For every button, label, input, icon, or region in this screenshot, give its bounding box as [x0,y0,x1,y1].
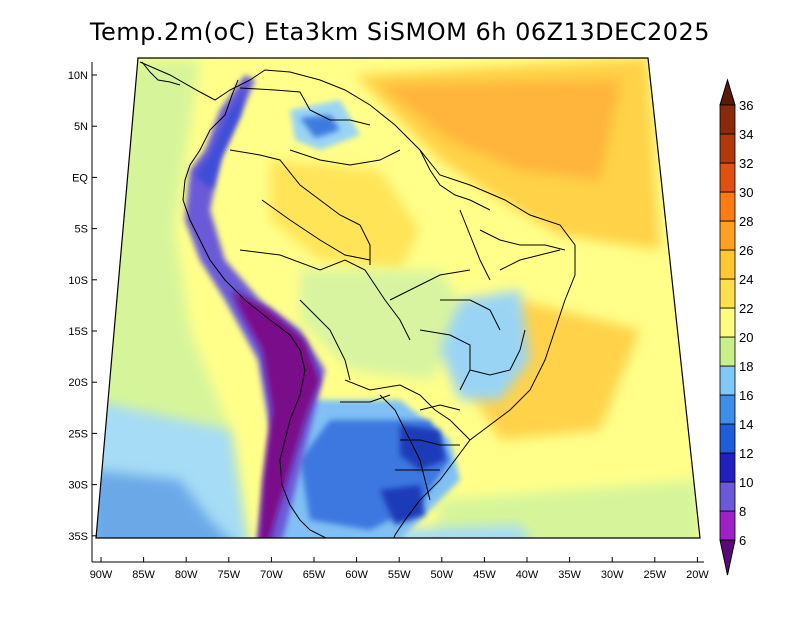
colorbar-box [719,481,736,512]
colorbar-label: 18 [739,359,753,374]
colorbar-box [719,191,736,222]
colorbar-label: 6 [739,533,746,548]
country-borders [139,61,576,538]
colorbar-label: 8 [739,504,746,519]
lat-tick-label: 35S [68,531,88,543]
colorbar-label: 14 [739,417,753,432]
colorbar-box [719,336,736,367]
colorbar-box [719,365,736,396]
colorbar-box [719,510,736,541]
colorbar-high-tip [719,78,736,106]
colorbar-box [719,249,736,280]
colorbar-box [719,452,736,483]
lon-tick-label: 55W [388,569,411,581]
lat-tick-label: 30S [68,480,88,492]
colorbar-box [719,423,736,454]
lon-tick-label: 60W [345,569,368,581]
lon-tick-label: 20W [686,569,709,581]
colorbar-label: 34 [739,127,753,142]
colorbar-label: 36 [739,98,753,113]
colorbar-box [719,220,736,251]
longitude-ticks: 90W 85W 80W 75W 70W 65W 60W 55W 50W 45W 40W 35W 30W 2… [90,557,709,581]
colorbar-label: 28 [739,214,753,229]
colorbar-label: 16 [739,388,753,403]
lat-tick-label: 15S [68,326,88,338]
colorbar-box [719,162,736,193]
lon-tick-label: 30W [601,569,624,581]
lon-tick-label: 90W [90,569,113,581]
lat-tick-label: 10N [68,70,88,82]
map-title: Temp.2m(oC) Eta3km SiSMOM 6h 06Z13DEC202… [89,18,711,46]
lat-tick-label: 5S [75,224,88,236]
lon-tick-label: 80W [175,569,198,581]
colorbar-box [719,394,736,425]
colorbar-label: 20 [739,330,753,345]
colorbar-label: 12 [739,446,753,461]
lon-tick-label: 35W [558,569,581,581]
colorbar-box [719,278,736,309]
lat-tick-label: 5N [74,121,88,133]
lon-tick-label: 70W [260,569,283,581]
lat-tick-label: EQ [72,172,88,184]
colorbar-label: 24 [739,272,753,287]
lat-tick-label: 25S [68,428,88,440]
lat-tick-label: 20S [68,377,88,389]
colorbar-label: 26 [739,243,753,258]
colorbar-box [719,104,736,135]
lon-tick-label: 25W [643,569,666,581]
map-frame [95,57,701,539]
colorbar-label: 22 [739,301,753,316]
lat-tick-label: 10S [68,275,88,287]
latitude-ticks: 10N 5N EQ 5S 10S 15S 20S 25S 30S 35S [68,70,97,543]
lon-tick-label: 40W [516,569,539,581]
lon-tick-label: 50W [430,569,453,581]
colorbar-label: 10 [739,475,753,490]
lon-tick-label: 45W [473,569,496,581]
lon-tick-label: 85W [132,569,155,581]
lon-tick-label: 75W [217,569,240,581]
lon-tick-label: 65W [303,569,326,581]
temperature-field [96,58,700,538]
colorbar-box [719,133,736,164]
colorbar: 6 8 10 12 14 16 18 20 22 24 26 28 30 32 34 36 [719,78,753,576]
colorbar-label: 30 [739,185,753,200]
colorbar-low-tip [719,539,736,576]
colorbar-box [719,307,736,338]
colorbar-label: 32 [739,156,753,171]
